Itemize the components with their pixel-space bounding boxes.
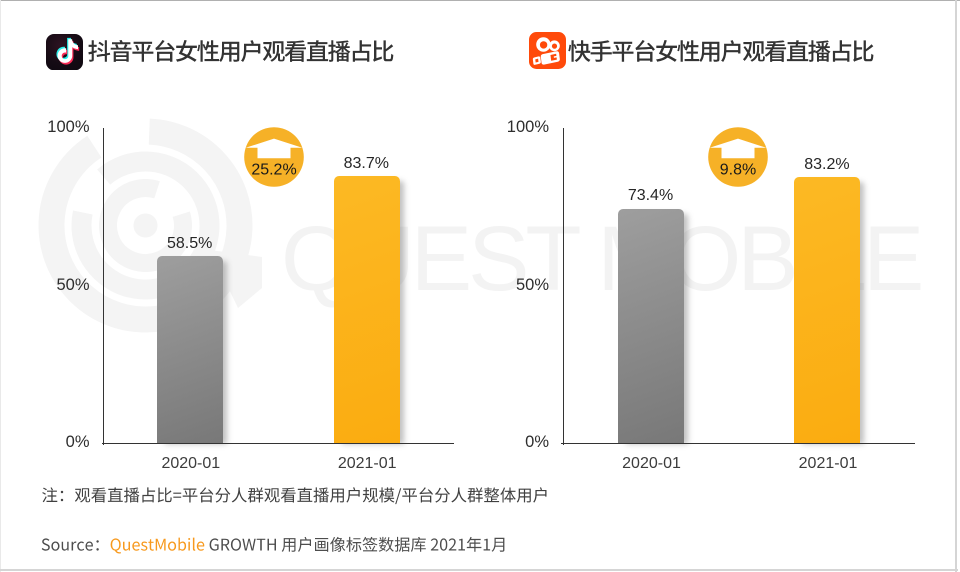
svg-text:9.8%: 9.8% xyxy=(720,162,756,179)
svg-text:25.2%: 25.2% xyxy=(251,162,296,179)
